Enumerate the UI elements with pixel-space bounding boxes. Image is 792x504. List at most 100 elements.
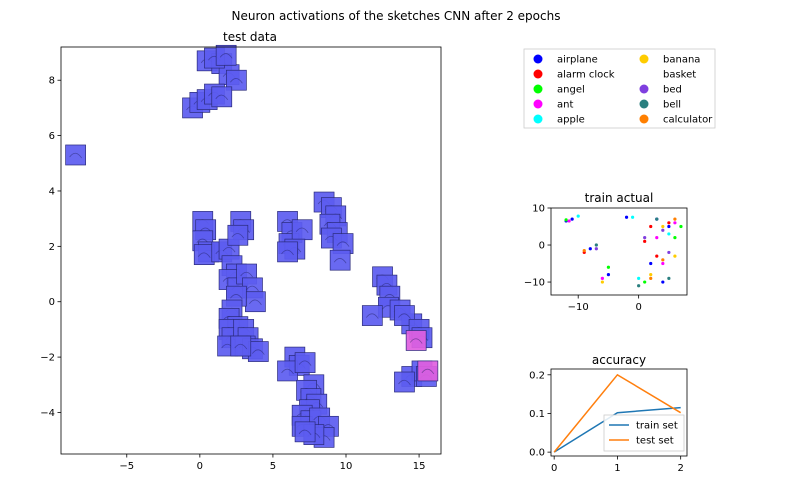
- train-point: [661, 228, 665, 232]
- train-actual-ticks: −10 0 −10 0 10: [524, 204, 642, 314]
- legend-marker: [639, 114, 649, 124]
- train-point: [600, 276, 604, 280]
- sketch-thumbnail-point: [394, 371, 415, 393]
- legend-marker: [533, 114, 543, 124]
- y-tick-label: 0.1: [529, 409, 545, 420]
- train-point: [643, 236, 647, 240]
- legend-label: ant: [557, 100, 573, 111]
- train-point: [661, 280, 665, 284]
- test-data-marks: [65, 44, 439, 448]
- train-point: [567, 219, 571, 223]
- train-point: [582, 248, 586, 253]
- sketch-thumbnail-point: [247, 341, 269, 362]
- test-data-title: test data: [223, 30, 277, 44]
- train-point: [673, 254, 677, 258]
- legend-marker: [533, 54, 543, 64]
- x-tick-label: 0: [635, 302, 641, 313]
- sketch-thumbnail-point: [211, 86, 233, 108]
- sketch-stroke: [421, 368, 435, 375]
- sketch-stroke: [281, 249, 294, 256]
- sketch-stroke: [251, 349, 265, 355]
- x-tick-label: −10: [568, 302, 589, 313]
- train-point: [667, 232, 671, 236]
- sketch-stroke: [409, 338, 423, 344]
- y-tick-label: 8: [49, 76, 55, 87]
- sketch-stroke: [219, 53, 233, 59]
- sketch-thumbnail-point: [361, 305, 383, 326]
- sketch-stroke: [197, 252, 211, 258]
- train-point: [673, 217, 677, 221]
- train-point: [649, 273, 653, 277]
- sketch-thumbnail-point: [405, 330, 427, 351]
- sketch-thumbnail-point: [227, 224, 249, 246]
- sketch-thumbnail-point: [294, 421, 316, 443]
- legend-label: airplane: [557, 55, 598, 66]
- x-tick-label: 0: [197, 461, 203, 472]
- figure-suptitle: Neuron activations of the sketches CNN a…: [232, 9, 561, 23]
- train-point: [679, 224, 683, 229]
- legend-marker: [533, 69, 543, 79]
- sketch-stroke: [398, 313, 411, 319]
- y-tick-label: 0.2: [529, 370, 545, 381]
- test-data-ticks: −5 0 5 10 15 −4 −2 0 2 4 6 8: [40, 76, 425, 472]
- train-point: [655, 217, 659, 221]
- sketch-stroke: [215, 94, 229, 101]
- train-point: [624, 215, 629, 219]
- legend-label: apple: [557, 115, 585, 126]
- train-actual-frame: [550, 207, 688, 296]
- train-point: [637, 276, 641, 280]
- y-tick-label: −2: [40, 353, 55, 364]
- sketch-stroke: [234, 343, 248, 350]
- legend-marker: [639, 84, 649, 94]
- x-tick-label: 15: [413, 461, 426, 472]
- sketch-thumbnail-point: [226, 69, 247, 91]
- accuracy-title: accuracy: [592, 353, 646, 367]
- y-tick-label: 4: [49, 186, 55, 197]
- legend-label: calculator: [663, 115, 713, 126]
- sketch-thumbnail-point: [245, 291, 266, 313]
- legend-marker: [639, 54, 649, 64]
- x-tick-label: 5: [270, 461, 276, 472]
- legend-marker: [533, 99, 543, 109]
- test-data-frame: [60, 46, 442, 455]
- x-tick-label: 1: [614, 463, 620, 474]
- train-point: [649, 261, 653, 266]
- train-point: [661, 261, 665, 266]
- accuracy-line-test-set: [553, 373, 682, 453]
- x-tick-label: 10: [340, 461, 353, 472]
- y-tick-label: 0.0: [529, 448, 545, 459]
- train-point: [606, 273, 611, 277]
- train-point: [649, 276, 653, 280]
- train-actual-marks: [564, 214, 683, 288]
- accuracy-marks: [553, 373, 682, 453]
- y-tick-label: 10: [532, 204, 545, 215]
- sketch-stroke: [365, 313, 379, 319]
- train-point: [667, 224, 671, 229]
- train-point: [576, 214, 580, 218]
- accuracy-ticks: 0 1 2 0.0 0.1 0.2: [529, 370, 684, 474]
- train-point: [673, 221, 677, 225]
- train-point: [606, 265, 611, 269]
- sketch-stroke: [298, 429, 312, 436]
- accuracy-frame: [550, 368, 688, 457]
- sketch-thumbnail-point: [417, 360, 439, 382]
- y-tick-label: 0: [49, 297, 55, 308]
- y-tick-label: 2: [49, 242, 55, 253]
- legend-label: alarm clock: [557, 70, 615, 81]
- legend-label: banana: [663, 55, 700, 66]
- sketch-stroke: [230, 78, 243, 84]
- test-data-panel: test data −5 0 5 10 15 −4 −2 0 2 4 6 8: [40, 30, 442, 472]
- legend-marker: [639, 69, 649, 79]
- sketch-stroke: [281, 368, 294, 375]
- train-point: [667, 250, 671, 255]
- sketch-stroke: [230, 294, 243, 300]
- accuracy-legend-frame: [603, 414, 685, 452]
- sketch-thumbnail-point: [277, 241, 298, 263]
- sketch-stroke: [231, 233, 245, 239]
- train-point: [631, 215, 635, 219]
- sketch-thumbnail-point: [291, 219, 313, 241]
- sketch-stroke: [240, 271, 253, 278]
- train-point: [673, 236, 677, 240]
- legend-label: basket: [663, 70, 696, 81]
- legend-marker: [533, 84, 543, 94]
